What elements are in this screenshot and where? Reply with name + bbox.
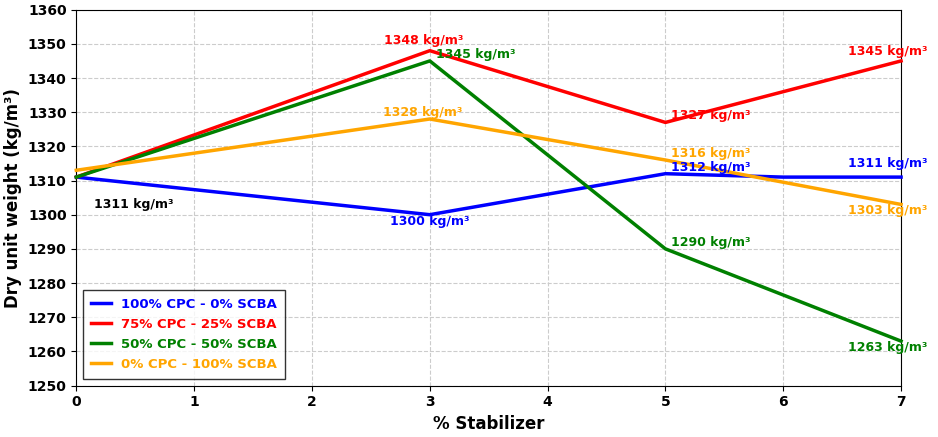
75% CPC - 25% SCBA bbox=[424, 48, 435, 53]
0% CPC - 100% SCBA bbox=[70, 168, 82, 173]
Text: 1303 kg/m³: 1303 kg/m³ bbox=[848, 205, 928, 218]
75% CPC - 25% SCBA bbox=[896, 58, 907, 63]
100% CPC - 0% SCBA bbox=[778, 174, 789, 180]
Text: 1345 kg/m³: 1345 kg/m³ bbox=[848, 45, 928, 58]
100% CPC - 0% SCBA bbox=[659, 171, 671, 176]
Line: 75% CPC - 25% SCBA: 75% CPC - 25% SCBA bbox=[76, 51, 901, 177]
Text: 1263 kg/m³: 1263 kg/m³ bbox=[848, 341, 928, 354]
X-axis label: % Stabilizer: % Stabilizer bbox=[433, 415, 544, 433]
50% CPC - 50% SCBA bbox=[659, 246, 671, 251]
Text: 1312 kg/m³: 1312 kg/m³ bbox=[672, 161, 750, 173]
Legend: 100% CPC - 0% SCBA, 75% CPC - 25% SCBA, 50% CPC - 50% SCBA, 0% CPC - 100% SCBA: 100% CPC - 0% SCBA, 75% CPC - 25% SCBA, … bbox=[83, 290, 285, 379]
50% CPC - 50% SCBA bbox=[424, 58, 435, 63]
75% CPC - 25% SCBA bbox=[70, 174, 82, 180]
50% CPC - 50% SCBA bbox=[70, 174, 82, 180]
75% CPC - 25% SCBA bbox=[659, 120, 671, 125]
Text: 1311 kg/m³: 1311 kg/m³ bbox=[94, 198, 174, 211]
0% CPC - 100% SCBA bbox=[659, 157, 671, 163]
Line: 100% CPC - 0% SCBA: 100% CPC - 0% SCBA bbox=[76, 173, 901, 215]
Text: 1348 kg/m³: 1348 kg/m³ bbox=[385, 34, 463, 47]
100% CPC - 0% SCBA bbox=[424, 212, 435, 217]
Text: 1311 kg/m³: 1311 kg/m³ bbox=[848, 157, 928, 170]
Line: 0% CPC - 100% SCBA: 0% CPC - 100% SCBA bbox=[76, 119, 901, 205]
Text: 1327 kg/m³: 1327 kg/m³ bbox=[672, 109, 750, 122]
50% CPC - 50% SCBA bbox=[896, 339, 907, 344]
100% CPC - 0% SCBA bbox=[896, 174, 907, 180]
Text: 1290 kg/m³: 1290 kg/m³ bbox=[672, 236, 750, 249]
0% CPC - 100% SCBA bbox=[424, 116, 435, 121]
Text: 1300 kg/m³: 1300 kg/m³ bbox=[390, 215, 470, 228]
Text: 1328 kg/m³: 1328 kg/m³ bbox=[383, 106, 462, 119]
Y-axis label: Dry unit weight (kg/m³): Dry unit weight (kg/m³) bbox=[4, 88, 23, 308]
100% CPC - 0% SCBA bbox=[70, 174, 82, 180]
Text: 1316 kg/m³: 1316 kg/m³ bbox=[672, 147, 750, 160]
Line: 50% CPC - 50% SCBA: 50% CPC - 50% SCBA bbox=[76, 61, 901, 341]
Text: 1345 kg/m³: 1345 kg/m³ bbox=[435, 48, 515, 61]
0% CPC - 100% SCBA bbox=[896, 202, 907, 207]
